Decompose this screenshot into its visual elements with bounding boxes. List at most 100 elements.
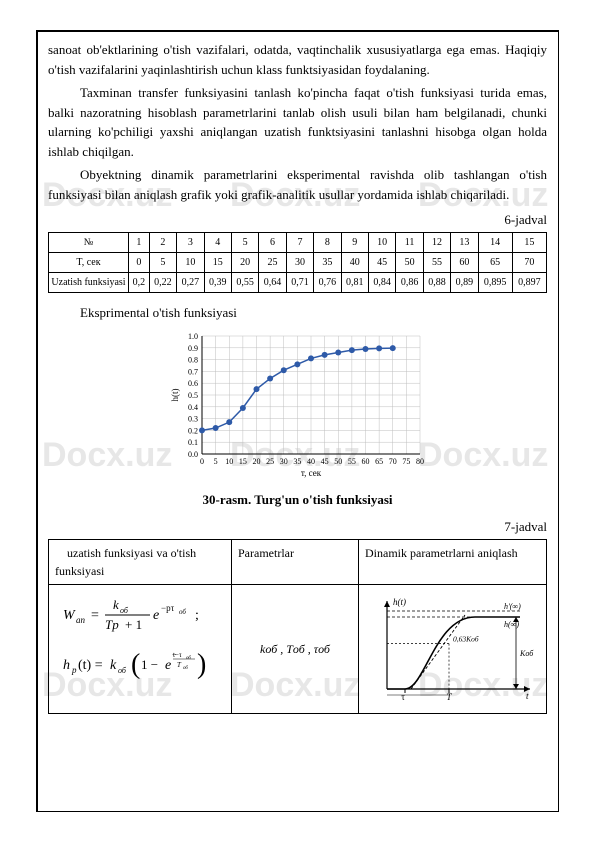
table-cell: 20 xyxy=(231,252,258,272)
table7-label: 7-jadval xyxy=(48,517,547,537)
table-cell: 15 xyxy=(204,252,231,272)
table-cell: 5 xyxy=(149,252,176,272)
svg-text:об: об xyxy=(118,666,127,675)
svg-text:0.2: 0.2 xyxy=(188,426,198,435)
svg-text:об: об xyxy=(186,656,191,661)
svg-text:об: об xyxy=(183,666,188,671)
chart-container: 0.00.10.20.30.40.50.60.70.80.91.00510152… xyxy=(48,328,547,484)
table-cell: Uzatish funksiyasi xyxy=(49,272,129,292)
table7-formula-cell: W ап = k об Tp + 1 e −pτ об ; h р (t) = … xyxy=(49,584,232,713)
table-cell: 45 xyxy=(368,252,395,272)
svg-text:Kоб: Kоб xyxy=(519,649,534,658)
table6: №123456789101112131415T, сек051015202530… xyxy=(48,232,547,293)
svg-text:T: T xyxy=(446,692,452,702)
svg-text:15: 15 xyxy=(238,457,246,466)
table7: uzatish funksiyasi va o'tish funksiyasi … xyxy=(48,539,547,714)
section-title: Eksprimental o'tish funksiyasi xyxy=(80,303,547,323)
table-cell: 25 xyxy=(259,252,286,272)
table-cell: 4 xyxy=(204,232,231,252)
table-cell: 6 xyxy=(259,232,286,252)
table7-header-3: Dinamik parametrlarni aniqlash xyxy=(359,539,547,584)
table-cell: 13 xyxy=(451,232,478,252)
table-cell: 35 xyxy=(314,252,341,272)
table-cell: 0,89 xyxy=(451,272,478,292)
svg-text:T: T xyxy=(177,661,182,669)
table-cell: 8 xyxy=(314,232,341,252)
svg-text:0: 0 xyxy=(200,457,204,466)
svg-text:об: об xyxy=(120,606,129,615)
svg-text:Tp: Tp xyxy=(105,617,119,632)
paragraph-1: sanoat ob'ektlarining o'tish vazifalari,… xyxy=(48,40,547,79)
table-cell: 9 xyxy=(341,232,368,252)
dynamic-params-plot: h(t)h'(∞)h(∞)Kоб0,63KобtτT xyxy=(365,589,540,704)
svg-text:0.7: 0.7 xyxy=(188,367,198,376)
table-cell: 0,2 xyxy=(129,272,150,292)
table-cell: 2 xyxy=(149,232,176,252)
table-cell: 7 xyxy=(286,232,313,252)
svg-text:10: 10 xyxy=(225,457,233,466)
table-cell: 55 xyxy=(423,252,450,272)
svg-text:e: e xyxy=(153,608,159,623)
svg-text:(t) =: (t) = xyxy=(78,658,103,673)
table-cell: 0,81 xyxy=(341,272,368,292)
table-cell: 40 xyxy=(341,252,368,272)
transfer-function-chart: 0.00.10.20.30.40.50.60.70.80.91.00510152… xyxy=(168,328,428,478)
table-cell: 0,27 xyxy=(177,272,204,292)
table6-label: 6-jadval xyxy=(48,210,547,230)
svg-text:т, сек: т, сек xyxy=(300,468,321,478)
svg-text:−: − xyxy=(172,650,177,659)
svg-text:65: 65 xyxy=(375,457,383,466)
table-cell: 30 xyxy=(286,252,313,272)
svg-text:k: k xyxy=(113,597,119,612)
svg-text:35: 35 xyxy=(293,457,301,466)
svg-text:0.6: 0.6 xyxy=(188,379,198,388)
paragraph-3: Obyektning dinamik parametrlarini eksper… xyxy=(48,165,547,204)
table-cell: 3 xyxy=(177,232,204,252)
svg-text:0.3: 0.3 xyxy=(188,415,198,424)
svg-text:+ 1: + 1 xyxy=(125,617,142,632)
table-cell: 0,895 xyxy=(478,272,512,292)
svg-text:25: 25 xyxy=(266,457,274,466)
svg-text:75: 75 xyxy=(402,457,410,466)
svg-text:0.8: 0.8 xyxy=(188,356,198,365)
table-cell: 0 xyxy=(129,252,150,272)
table-cell: 0,897 xyxy=(512,272,546,292)
svg-text:;: ; xyxy=(195,608,199,623)
svg-text:0,63Kоб: 0,63Kоб xyxy=(453,634,479,643)
svg-text:60: 60 xyxy=(361,457,369,466)
svg-text:45: 45 xyxy=(320,457,328,466)
paragraph-2: Taxminan transfer funksiyasini tanlash k… xyxy=(48,83,547,161)
svg-text:50: 50 xyxy=(334,457,342,466)
table-cell: 0,76 xyxy=(314,272,341,292)
figure-caption: 30-rasm. Turg'un o'tish funksiyasi xyxy=(48,490,547,510)
table7-graph-cell: h(t)h'(∞)h(∞)Kоб0,63KобtτT xyxy=(359,584,547,713)
table-cell: 0,88 xyxy=(423,272,450,292)
formula-svg: W ап = k об Tp + 1 e −pτ об ; h р (t) = … xyxy=(55,589,225,699)
svg-text:55: 55 xyxy=(347,457,355,466)
svg-text:1.0: 1.0 xyxy=(188,332,198,341)
svg-text:h'(∞): h'(∞) xyxy=(504,602,521,611)
svg-text:−pτ: −pτ xyxy=(161,603,175,613)
svg-text:1 −: 1 − xyxy=(141,657,158,672)
svg-text:70: 70 xyxy=(388,457,396,466)
table-cell: 14 xyxy=(478,232,512,252)
table-cell: 0,55 xyxy=(231,272,258,292)
svg-text:W: W xyxy=(63,608,76,623)
table-cell: № xyxy=(49,232,129,252)
svg-text:0.5: 0.5 xyxy=(188,391,198,400)
svg-text:): ) xyxy=(197,649,206,680)
svg-text:0.1: 0.1 xyxy=(188,438,198,447)
table-cell: 5 xyxy=(231,232,258,252)
table-cell: 10 xyxy=(177,252,204,272)
table7-header-1: uzatish funksiyasi va o'tish funksiyasi xyxy=(49,539,232,584)
svg-text:h: h xyxy=(63,658,70,673)
svg-text:20: 20 xyxy=(252,457,260,466)
table-cell: 50 xyxy=(396,252,423,272)
svg-text:h(t): h(t) xyxy=(393,597,406,607)
table-cell: 1 xyxy=(129,232,150,252)
svg-text:30: 30 xyxy=(279,457,287,466)
table-cell: 0,39 xyxy=(204,272,231,292)
svg-text:e: e xyxy=(165,658,171,673)
svg-text:0.9: 0.9 xyxy=(188,344,198,353)
svg-text:h(t): h(t) xyxy=(170,389,180,402)
